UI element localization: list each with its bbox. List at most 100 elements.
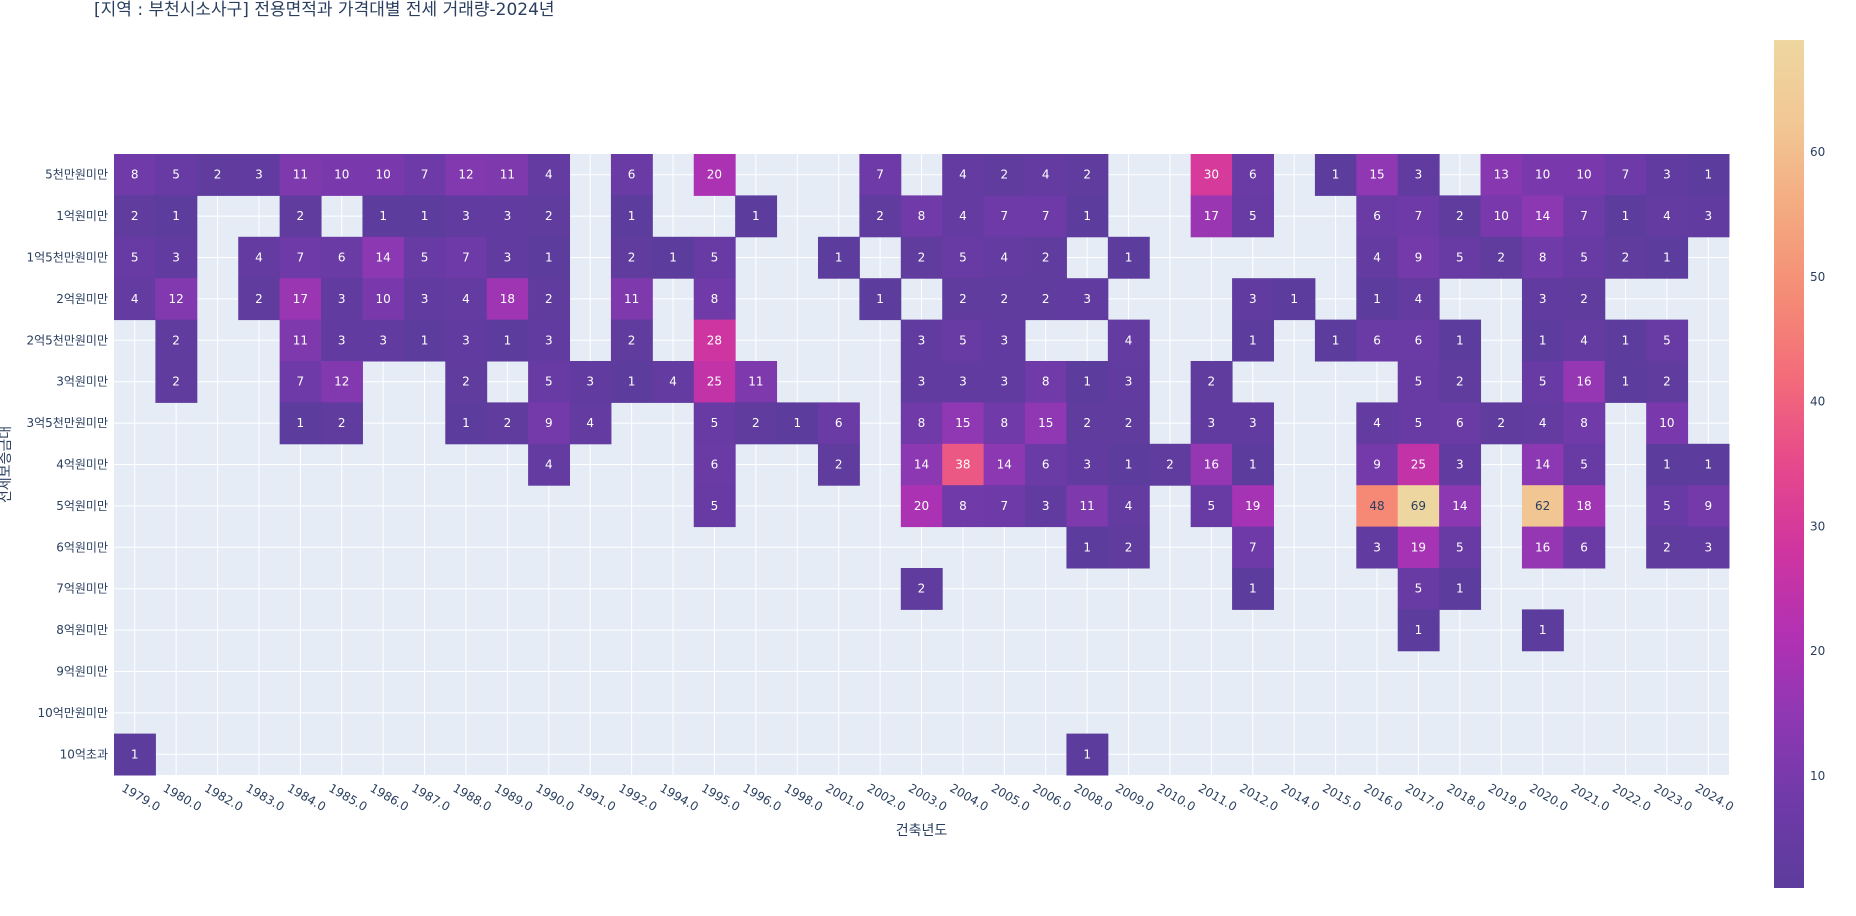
cell-value-label: 5: [1415, 416, 1423, 430]
y-axis-ticks: 5천만원미만 1억원미만 1억5천만원미만 2억원미만 2억5천만원미만 3억원미만 3억5…: [26, 167, 108, 762]
cell-value-label: 2: [462, 375, 470, 389]
cell-value-label: 1: [628, 375, 636, 389]
colorbar-tick-label: 30: [1810, 519, 1825, 533]
cell-value-label: 1: [1083, 209, 1091, 223]
cell-value-label: 4: [1415, 292, 1423, 306]
cell-value-label: 13: [1494, 168, 1509, 182]
heatmap-cell: [445, 361, 488, 403]
heatmap-cell: [1439, 526, 1482, 569]
heatmap-cell: [735, 361, 778, 403]
cell-value-label: 5: [711, 251, 719, 265]
heatmap-cell: [362, 278, 405, 321]
cell-value-label: 4: [545, 168, 553, 182]
cell-value-label: 5: [711, 499, 719, 513]
cell-value-label: 15: [1369, 168, 1384, 182]
cell-value-label: 5: [1580, 251, 1588, 265]
heatmap-cell: [900, 568, 943, 610]
heatmap-cell: [983, 278, 1026, 321]
heatmap-cell: [1521, 361, 1564, 403]
heatmap-cell: [1521, 278, 1564, 321]
cell-value-label: 7: [1415, 209, 1423, 223]
heatmap-cell: [1397, 195, 1440, 238]
cell-value-label: 10: [1535, 168, 1550, 182]
heatmap-cell: [1604, 154, 1647, 196]
cell-value-label: 4: [255, 251, 263, 265]
cell-value-label: 3: [462, 209, 470, 223]
heatmap-cell: [1066, 485, 1109, 528]
x-tick-label: 1982.0: [202, 781, 245, 814]
y-tick-label: 1억원미만: [56, 209, 108, 223]
heatmap-cell: [114, 733, 156, 776]
heatmap-cell: [1232, 485, 1274, 528]
cell-value-label: 2: [1456, 209, 1464, 223]
heatmap-cell: [321, 278, 363, 321]
heatmap-cell: [1480, 195, 1523, 238]
cell-value-label: 2: [255, 292, 263, 306]
heatmap-cell: [1025, 402, 1067, 445]
cell-value-label: 3: [545, 333, 553, 347]
heatmap-cell: [114, 236, 156, 279]
cell-value-label: 6: [1249, 168, 1257, 182]
cell-value-label: 1: [131, 747, 139, 761]
cell-value-label: 5: [1663, 333, 1671, 347]
cell-value-label: 3: [1539, 292, 1547, 306]
cell-value-label: 1: [1622, 333, 1630, 347]
cell-value-label: 10: [1494, 209, 1509, 223]
cell-value-label: 9: [1704, 499, 1712, 513]
cell-value-label: 2: [1042, 251, 1050, 265]
heatmap-cell: [859, 195, 902, 238]
heatmap-cell: [942, 361, 985, 403]
cell-value-label: 5: [1663, 499, 1671, 513]
heatmap-cell: [238, 236, 281, 279]
x-tick-label: 2019.0: [1486, 781, 1529, 814]
heatmap-cell: [1397, 154, 1440, 196]
cell-value-label: 5: [959, 333, 967, 347]
heatmap-cell: [1687, 485, 1730, 528]
colorbar-ticks: 10 20 30 40 50 60: [1810, 145, 1825, 783]
y-axis-title: 전세보증금대: [0, 426, 14, 503]
heatmap-cell: [279, 278, 322, 321]
heatmap-cell: [1107, 361, 1150, 403]
cell-value-label: 48: [1369, 499, 1384, 513]
heatmap-cell: [900, 402, 943, 445]
x-tick-label: 2012.0: [1237, 781, 1280, 814]
cell-value-label: 1: [1290, 292, 1298, 306]
heatmap-cell: [321, 361, 363, 403]
cell-value-label: 2: [172, 333, 180, 347]
heatmap-cell-labels: 8 5 2 3 11 10 10 7 12 11 4 6 20 7 4 2 4 2 30 6 1 15 3 13 10 10 7 3 1…: [131, 168, 1712, 762]
cell-value-label: 4: [586, 416, 594, 430]
cell-value-label: 2: [297, 209, 305, 223]
colorbar: [1774, 40, 1804, 888]
x-tick-label: 2005.0: [989, 781, 1032, 814]
cell-value-label: 3: [1249, 416, 1257, 430]
heatmap-cell: [610, 195, 653, 238]
cell-value-label: 1: [1083, 747, 1091, 761]
cell-value-label: 3: [918, 375, 926, 389]
cell-value-label: 11: [748, 375, 763, 389]
heatmap-cell: [817, 402, 860, 445]
cell-value-label: 1: [1083, 375, 1091, 389]
heatmap-cell: [403, 154, 446, 196]
heatmap-cell: [1232, 154, 1274, 196]
cell-value-label: 10: [376, 292, 391, 306]
cell-value-label: 1: [669, 251, 677, 265]
cell-value-label: 3: [421, 292, 429, 306]
x-tick-label: 2004.0: [947, 781, 990, 814]
heatmap-cell: [652, 236, 695, 279]
heatmap-cell: [983, 402, 1026, 445]
x-tick-label: 1986.0: [368, 781, 411, 814]
heatmap-cell: [1397, 443, 1440, 486]
heatmap-cell: [569, 402, 612, 445]
cell-value-label: 2: [1083, 416, 1091, 430]
cell-value-label: 5: [172, 168, 180, 182]
cell-value-label: 2: [876, 209, 884, 223]
heatmap-cell: [1439, 485, 1482, 528]
x-tick-label: 1984.0: [285, 781, 328, 814]
heatmap-cell: [1439, 361, 1482, 403]
x-tick-label: 1990.0: [533, 781, 576, 814]
heatmap-cell: [1687, 195, 1730, 238]
heatmap-cell: [1646, 485, 1689, 528]
heatmap-cell: [445, 402, 488, 445]
heatmap-cell: [1563, 195, 1606, 238]
heatmap-cell: [528, 236, 571, 279]
